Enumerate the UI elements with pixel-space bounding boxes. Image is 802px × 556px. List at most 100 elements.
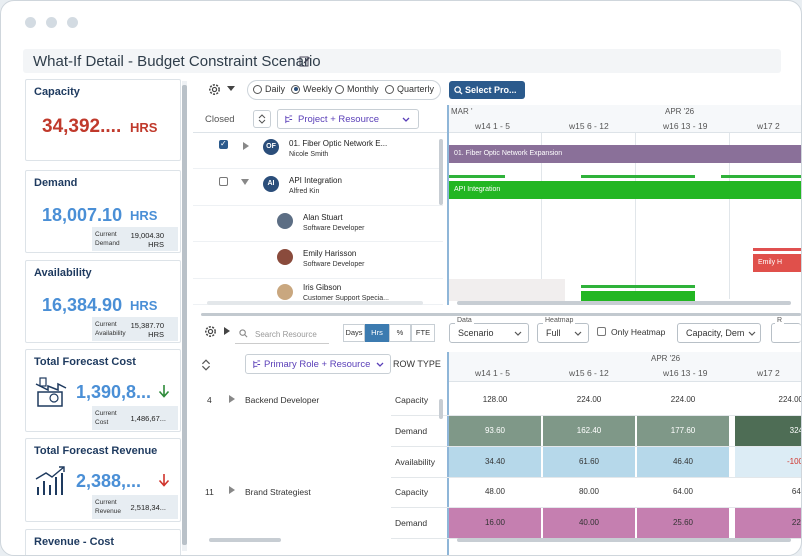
primary-role-label: Primary Role + Resource [264,359,371,370]
capacity-demand-dropdown[interactable]: Capacity, Dem [677,323,761,343]
group-by-dropdown[interactable]: Project + Resource [277,109,419,129]
current-availability: Current Availability 15,387.70 HRS [92,317,178,341]
extra-dropdown[interactable] [771,323,801,343]
data-dropdown[interactable]: Scenario [449,323,529,343]
radio-weekly[interactable]: Weekly [291,84,332,94]
trend-down-icon [158,385,170,398]
heatmap-cell[interactable]: 16.00 [449,508,541,538]
row-divider [391,446,801,447]
sub-label: Current Cost [95,410,117,426]
heatmap-cell[interactable]: -100 [735,447,801,477]
heatmap-horizontal-scrollbar[interactable] [457,538,791,542]
gantt-row-resource[interactable]: Emily Harisson Software Developer [193,242,443,279]
row-type-label: Capacity [395,487,429,497]
gear-icon[interactable] [207,82,222,97]
left-scrollbar[interactable] [182,81,187,551]
heatmap-cell[interactable]: 34.40 [449,447,541,477]
chevron-right-icon[interactable] [243,142,249,150]
heatmap-cell[interactable]: 128.00 [482,395,508,404]
heatmap-cell[interactable]: 48.00 [484,487,506,496]
heatmap-cell[interactable]: 93.60 [449,416,541,446]
row-checkbox[interactable] [219,139,228,149]
chevron-down-icon[interactable] [227,86,235,92]
gantt-bar[interactable]: API Integration [449,181,801,199]
gantt-row-project[interactable]: AI API Integration Alfred Kin [193,169,443,206]
gantt-bar[interactable] [581,291,695,301]
chevron-down-icon [376,362,384,367]
availability-unit: HRS [130,298,158,313]
sort-icon [258,114,266,124]
nonworking-block [449,279,565,301]
sort-toggle[interactable] [253,110,271,128]
row-name: 01. Fiber Optic Network E... [289,139,388,148]
chevron-down-icon[interactable] [241,179,249,185]
panel-splitter[interactable] [201,313,801,316]
minimize-dot[interactable] [46,17,57,28]
heatmap-cell[interactable]: 46.40 [637,447,729,477]
search-resource-input[interactable]: Search Resource [235,324,329,344]
row-type-label: Demand [395,518,428,528]
heatmap-cell[interactable]: 61.60 [543,447,635,477]
gantt-vertical-scrollbar[interactable] [439,139,443,205]
heatmap-cell[interactable]: 64. [791,487,802,496]
heatmap-cell[interactable]: 177.60 [637,416,729,446]
toggle-percent[interactable]: % [389,324,411,342]
maximize-dot[interactable] [67,17,78,28]
heatmap-cell[interactable]: 224.00 [576,395,602,404]
expand-toggle[interactable] [201,358,213,371]
sub-value: 2,518,34... [130,503,166,512]
close-dot[interactable] [25,17,36,28]
radio-label: Quarterly [397,84,435,94]
week-label: w17 2 [757,121,780,131]
capacity-dropdown-value: Capacity, Dem [686,328,745,338]
toggle-fte[interactable]: FTE [411,324,435,342]
heatmap-cell[interactable]: 22. [735,508,801,538]
heatmap-cell[interactable]: 64.00 [672,487,694,496]
grid-horizontal-scrollbar[interactable] [207,301,423,305]
heatmap-grid-scrollbar[interactable] [209,538,281,542]
primary-role-dropdown[interactable]: Primary Role + Resource [245,354,391,374]
gantt-bar[interactable]: Emily H [753,254,801,272]
demand-unit: HRS [130,208,158,223]
title-bar: What-If Detail - Budget Constraint Scena… [23,49,781,73]
heatmap-cell[interactable]: 80.00 [578,487,600,496]
select-projects-button[interactable]: Select Pro... [449,81,525,99]
group-number: 11 [205,487,214,497]
week-label: w14 1 - 5 [475,121,510,131]
row-checkbox[interactable] [219,177,228,186]
radio-quarterly[interactable]: Quarterly [385,84,434,94]
heatmap-dropdown[interactable]: Full [537,323,589,343]
progress-line [721,175,801,178]
radio-monthly[interactable]: Monthly [335,84,379,94]
heatmap-cell[interactable]: 40.00 [543,508,635,538]
heatmap-cell[interactable]: 324 [735,416,801,446]
radio-daily[interactable]: Daily [253,84,285,94]
gantt-row-project[interactable]: OF 01. Fiber Optic Network E... Nicole S… [193,133,443,169]
heatmap-dropdown-label: Heatmap [543,317,576,324]
heatmap-cell[interactable]: 162.40 [543,416,635,446]
trend-down-icon [158,474,170,487]
gantt-timeline-header: MAR ' APR '26 w14 1 - 5 w15 6 - 12 w16 1… [447,105,801,133]
gantt-row-resource[interactable]: Alan Stuart Software Developer [193,206,443,242]
heatmap-cell[interactable]: 25.60 [637,508,729,538]
capacity-card: Capacity 34,392.... HRS [25,79,181,161]
heatmap-cell[interactable]: 224.00 [778,395,802,404]
heatmap-vertical-scrollbar[interactable] [439,399,443,419]
gantt-bar[interactable]: 01. Fiber Optic Network Expansion [449,145,801,163]
row-type-header: ROW TYPE [393,359,441,369]
toggle-days[interactable]: Days [343,324,365,342]
chevron-right-icon[interactable] [229,486,235,494]
data-dropdown-label: Data [455,317,474,324]
toggle-hrs[interactable]: Hrs [365,324,389,342]
row-name: Iris Gibson [303,283,342,292]
radio-label: Weekly [303,84,333,94]
edit-icon[interactable] [299,55,311,67]
chevron-right-icon[interactable] [229,395,235,403]
gantt-horizontal-scrollbar[interactable] [457,301,791,305]
closed-header: Closed [205,114,235,125]
only-heatmap-checkbox[interactable] [597,327,606,336]
row-sub: Software Developer [303,225,365,232]
heatmap-cell[interactable]: 224.00 [670,395,696,404]
chevron-right-icon[interactable] [224,327,230,335]
gear-icon[interactable] [203,324,218,339]
